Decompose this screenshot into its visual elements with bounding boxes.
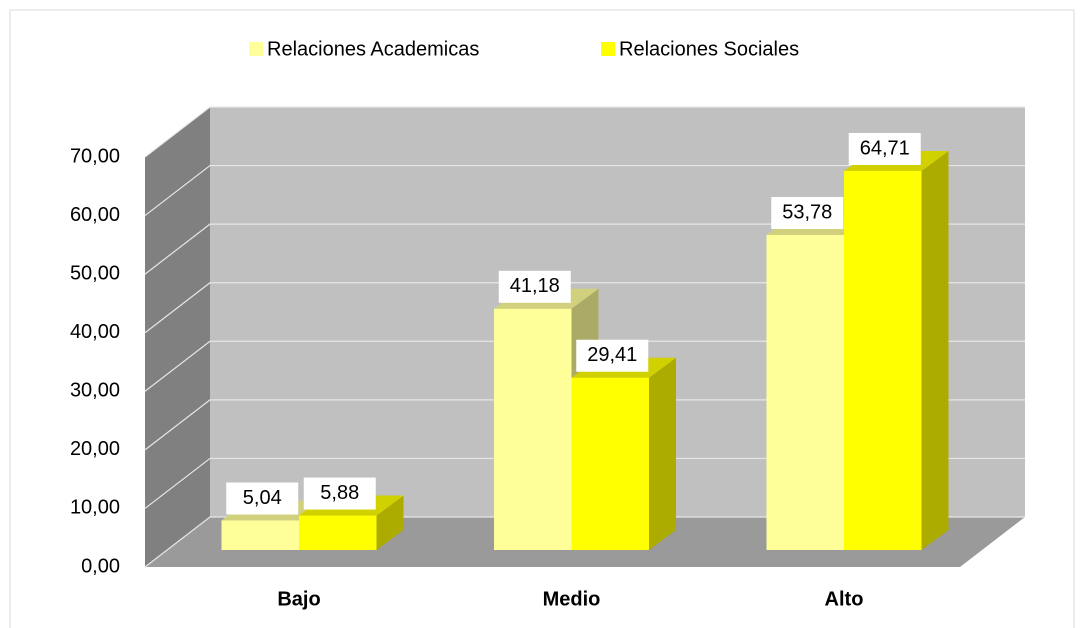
grid-line <box>144 340 1025 392</box>
legend-label: Relaciones Academicas <box>267 38 479 60</box>
value-label: 64,71 <box>860 137 910 159</box>
value-label-box <box>498 270 571 303</box>
bar <box>844 170 922 550</box>
value-label: 5,04 <box>243 487 282 509</box>
grid-line <box>144 164 1025 217</box>
grid-line <box>144 516 1025 568</box>
legend-label: Relaciones Sociales <box>619 38 799 60</box>
value-label: 5,88 <box>320 482 359 504</box>
value-label: 41,18 <box>510 275 560 297</box>
y-tick-label: 40,00 <box>70 321 120 343</box>
bar <box>766 235 844 550</box>
value-label-box <box>771 197 844 230</box>
x-tick-label: Alto <box>825 588 864 610</box>
x-tick-label: Bajo <box>277 588 320 610</box>
value-label: 53,78 <box>782 201 832 223</box>
y-tick-label: 50,00 <box>70 262 120 284</box>
bar-side <box>921 150 949 550</box>
y-tick-label: 60,00 <box>70 204 120 226</box>
value-label-box <box>848 132 921 165</box>
bar <box>221 520 299 550</box>
grid-line <box>144 399 1025 451</box>
grid-line <box>144 223 1025 275</box>
bar-side <box>649 357 676 550</box>
value-label: 29,41 <box>587 344 637 366</box>
value-label-box <box>576 339 649 372</box>
grid-line <box>144 106 1025 158</box>
chart-frame <box>9 9 1075 628</box>
legend-swatch <box>249 42 263 56</box>
y-tick-label: 20,00 <box>70 438 120 460</box>
value-label-box <box>226 482 299 515</box>
x-tick-label: Medio <box>543 588 601 610</box>
y-tick-label: 30,00 <box>70 380 120 402</box>
bar <box>299 515 377 550</box>
grid-line <box>144 282 1025 334</box>
left-wall <box>145 107 210 567</box>
grid-line <box>144 457 1025 509</box>
legend-swatch <box>601 42 615 56</box>
bar <box>494 308 572 550</box>
value-label-box <box>303 477 376 510</box>
y-tick-label: 70,00 <box>70 145 120 167</box>
bar <box>571 377 649 550</box>
bar-side <box>376 495 404 550</box>
y-tick-label: 0,00 <box>81 555 120 577</box>
y-tick-label: 10,00 <box>70 497 120 519</box>
